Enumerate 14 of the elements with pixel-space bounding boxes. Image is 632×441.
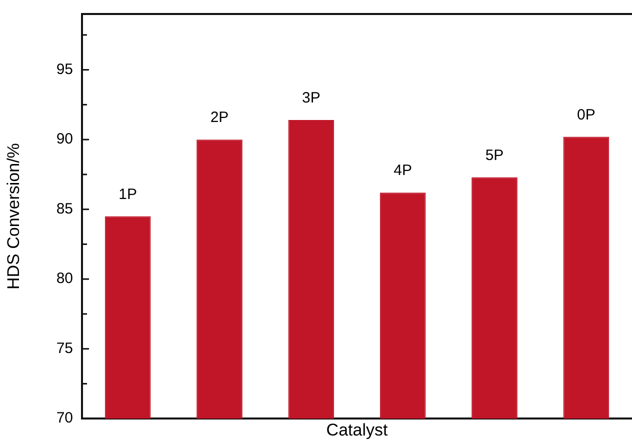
y-tick-label: 70 bbox=[56, 410, 73, 427]
x-tick-label: 2P bbox=[210, 109, 229, 126]
x-tick-label: 5P bbox=[485, 146, 504, 164]
x-tick-label: 3P bbox=[302, 90, 320, 107]
y-tick-label: 90 bbox=[56, 130, 73, 148]
y-tick-label: 95 bbox=[56, 60, 73, 78]
x-tick-label: 1P bbox=[118, 186, 138, 203]
x-tick-label: 4P bbox=[394, 162, 412, 180]
x-tick-label: 0P bbox=[576, 106, 596, 124]
y-tick-label: 80 bbox=[56, 270, 73, 288]
x-axis-title: Catalyst bbox=[326, 420, 388, 440]
y-axis-title: HDS Conversion/% bbox=[4, 143, 23, 290]
y-tick-label: 75 bbox=[56, 340, 73, 357]
y-tick-label: 85 bbox=[56, 200, 73, 218]
